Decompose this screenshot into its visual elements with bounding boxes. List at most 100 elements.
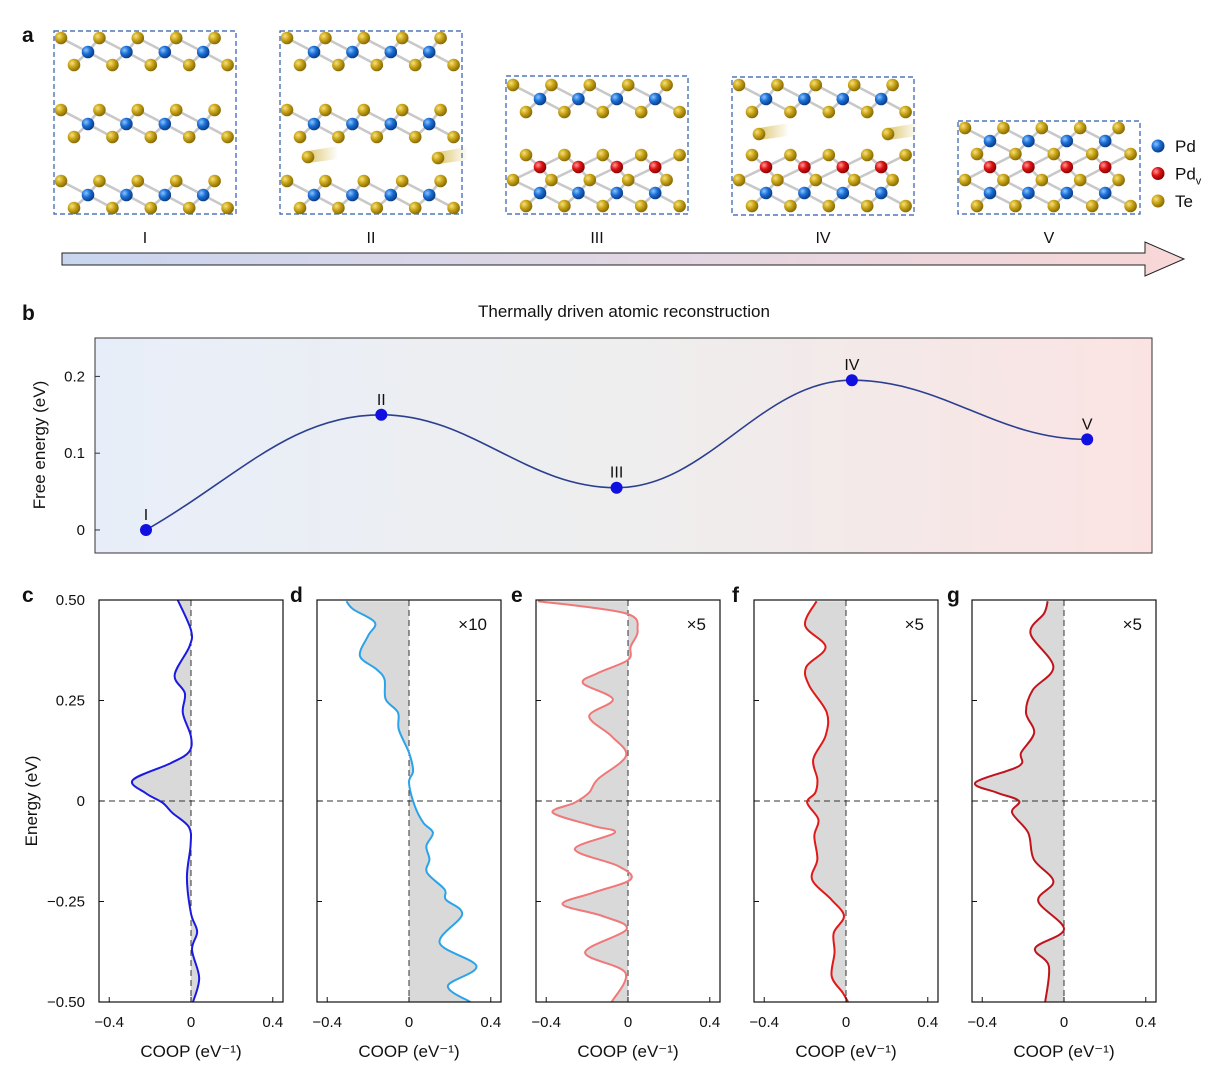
panel-label-c: c [22, 584, 34, 607]
te-atom [506, 173, 520, 187]
coop-curve [345, 600, 478, 1002]
te-atom [745, 148, 759, 162]
te-atom [182, 58, 196, 72]
te-atom [408, 130, 422, 144]
x-tick-label: −0.4 [967, 1014, 997, 1031]
x-tick-label: −0.4 [531, 1014, 561, 1031]
te-atom [395, 103, 409, 117]
pd-atom [1022, 186, 1035, 200]
stage-label-I: I [143, 230, 147, 247]
te-atom [357, 31, 371, 45]
pd-atom [384, 188, 398, 202]
te-atom [370, 130, 384, 144]
te-atom [1085, 199, 1099, 213]
pd-atom [759, 92, 773, 106]
te-atom [169, 174, 183, 188]
te-atom [1124, 147, 1137, 161]
pd-atom [422, 117, 436, 131]
te-atom [784, 105, 797, 119]
te-atom [822, 105, 836, 119]
structure-box [279, 30, 463, 215]
te-atom [408, 201, 422, 215]
te-atom [182, 130, 196, 144]
x-tick-label: 0.4 [917, 1014, 938, 1031]
te-atom [1035, 121, 1049, 135]
coop-curve [537, 600, 639, 1002]
te-atom [67, 58, 81, 72]
arrow-caption: Thermally driven atomic reconstruction [478, 302, 770, 321]
pd-atom [648, 92, 662, 106]
te-atom [169, 103, 183, 117]
te-atom [280, 174, 294, 188]
te-atom [506, 78, 520, 92]
te-atom [93, 174, 106, 188]
pd-atom [1060, 186, 1074, 200]
te-atom [447, 58, 460, 72]
pdv-atom [648, 160, 662, 174]
coop-panel-e: −0.4 0 0.4 ×5 COOP (eV⁻¹) [531, 599, 721, 1061]
te-atom [860, 199, 874, 213]
reconstruction-arrow [61, 241, 1186, 277]
y-tick-label: 0.2 [64, 368, 85, 385]
point-label-I: I [144, 507, 148, 524]
x-tick-label: −0.4 [749, 1014, 779, 1031]
te-atom [660, 78, 673, 92]
te-atom [596, 105, 610, 119]
coop-fill [346, 601, 477, 1002]
te-trail [308, 146, 338, 163]
te-atom [809, 173, 823, 187]
te-atom [545, 173, 558, 187]
coop-fill [538, 601, 638, 1002]
pd-atom [983, 186, 997, 200]
te-atom [997, 173, 1010, 187]
structure-box [53, 30, 237, 215]
te-atom [634, 105, 648, 119]
te-atom [1112, 173, 1125, 187]
te-atom [970, 147, 984, 161]
pd-atom [196, 117, 210, 131]
scale-factor-label: ×5 [905, 615, 924, 634]
y-axis-label: Energy (eV) [22, 756, 41, 847]
pd-atom [1060, 134, 1074, 148]
te-atom [1112, 121, 1125, 135]
te-atom [1124, 199, 1137, 213]
pd-atom [798, 186, 811, 200]
x-tick-label: 0 [624, 1014, 632, 1031]
te-atom [221, 130, 234, 144]
te-atom-migrating [431, 151, 445, 165]
pd-atom [346, 45, 359, 59]
structure-IV [731, 76, 918, 216]
atom-legend: Pd Pdv Te [1151, 137, 1202, 211]
pd-atom [120, 188, 133, 202]
pd-atom [759, 186, 773, 200]
x-tick-label: 0 [842, 1014, 850, 1031]
te-atom [434, 103, 447, 117]
te-atom [860, 148, 874, 162]
te-atom [583, 78, 597, 92]
point-I [140, 523, 152, 536]
te-atom [106, 130, 119, 144]
pdv-atom [798, 160, 811, 174]
x-axis-label: COOP (eV⁻¹) [795, 1042, 896, 1061]
legend-label: Pdv [1175, 165, 1202, 188]
x-axis-label: COOP (eV⁻¹) [140, 1042, 241, 1061]
te-atom [886, 78, 899, 92]
te-atom [745, 105, 759, 119]
te-atom [131, 103, 145, 117]
te-atom [634, 148, 648, 162]
pd-atom [158, 188, 172, 202]
te-atom [434, 174, 447, 188]
te-atom [332, 130, 345, 144]
te-atom [447, 130, 460, 144]
te-atom [54, 103, 68, 117]
pd-atom [81, 45, 95, 59]
stage-label-II: II [367, 230, 376, 247]
x-tick-label: −0.4 [312, 1014, 342, 1031]
pd-atom [196, 45, 210, 59]
te-atom [732, 173, 746, 187]
te-atom [370, 58, 384, 72]
pd-atom [384, 45, 398, 59]
pdv-atom [1098, 160, 1112, 174]
y-tick-label: 0.1 [64, 445, 85, 462]
